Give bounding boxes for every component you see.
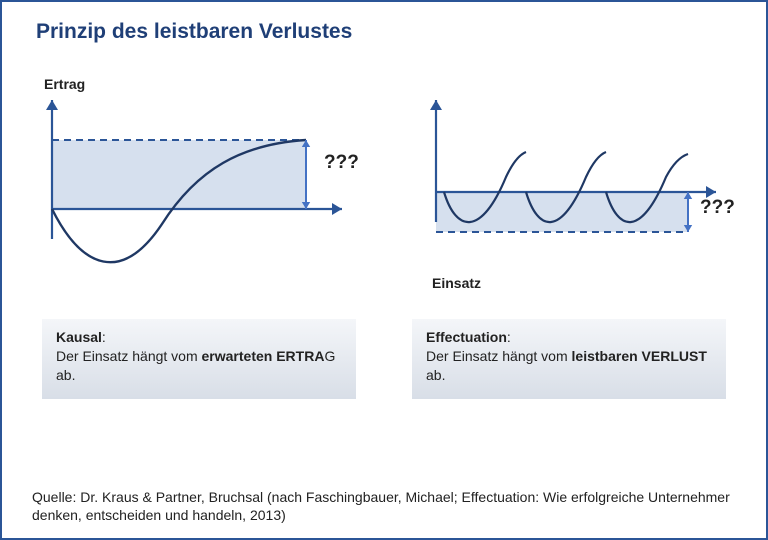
source-citation: Quelle: Dr. Kraus & Partner, Bruchsal (n… (32, 488, 736, 524)
box-body: Der Einsatz hängt vom erwarteten ERTRAG … (56, 347, 342, 385)
axis-label-einsatz: Einsatz (432, 275, 481, 291)
box-heading: Kausal (56, 329, 102, 345)
box-heading: Effectuation (426, 329, 507, 345)
chart-effectuation-svg (426, 92, 726, 272)
page-title: Prinzip des leistbaren Verlustes (2, 2, 766, 44)
charts-row: Ertrag ??? Einsatz ??? (2, 44, 766, 291)
chart-causal: Ertrag ??? (42, 54, 352, 291)
info-boxes: Kausal: Der Einsatz hängt vom erwarteten… (2, 291, 766, 399)
question-mark-left: ??? (324, 152, 359, 174)
info-box-effectuation: Effectuation: Der Einsatz hängt vom leis… (412, 319, 726, 399)
chart-effectuation: Einsatz ??? (426, 54, 726, 291)
axis-label-ertrag: Ertrag (44, 76, 85, 92)
box-body: Der Einsatz hängt vom leistbaren VERLUST… (426, 347, 712, 385)
question-mark-right: ??? (700, 197, 735, 219)
chart-causal-svg (42, 94, 352, 284)
info-box-causal: Kausal: Der Einsatz hängt vom erwarteten… (42, 319, 356, 399)
